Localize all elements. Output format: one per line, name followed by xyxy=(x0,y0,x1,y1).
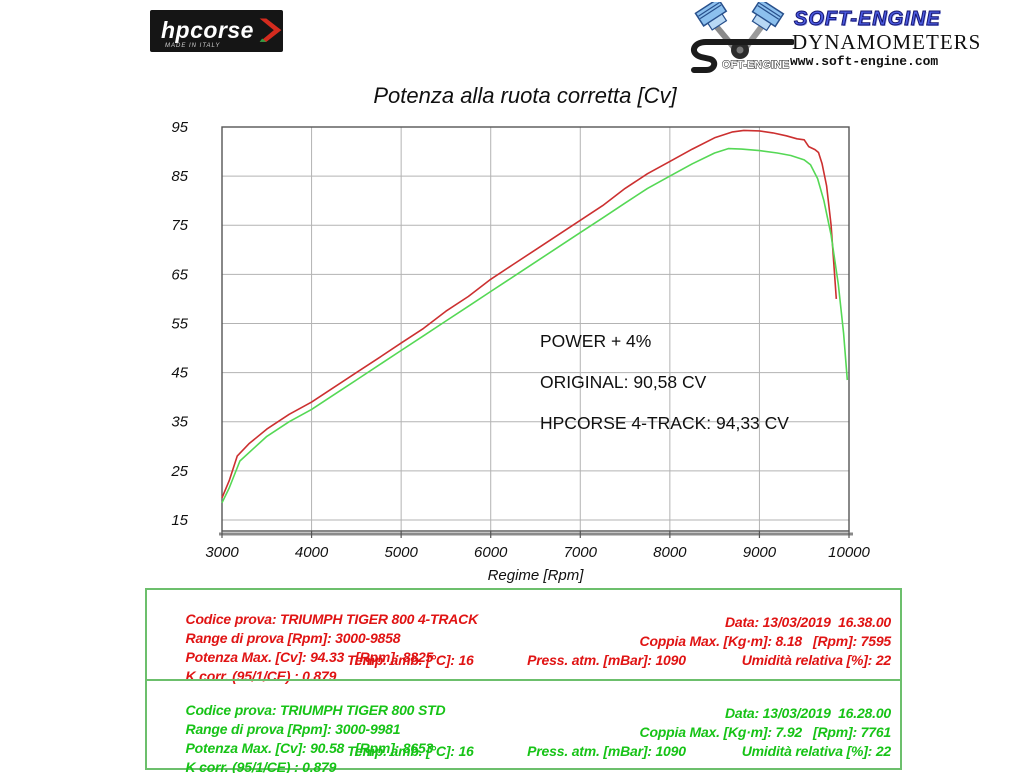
temp-amb-value: Temp. amb. [°C]: 16 xyxy=(347,743,474,759)
data-value: Data: 13/03/2019 16.38.00 xyxy=(724,614,891,630)
x-tick-label: 7000 xyxy=(564,544,598,561)
umidita-value: Umidità relativa [%]: 22 xyxy=(741,743,891,759)
hpcorse-arrow-icon xyxy=(259,18,282,42)
original-curve xyxy=(221,147,849,504)
chart-annotation: ORIGINAL: 90,58 CV xyxy=(540,372,707,392)
y-tick-label: 75 xyxy=(171,217,188,234)
pistons-icon: OFT-ENGINE xyxy=(691,2,794,73)
codice-prova-value: Codice prova: TRIUMPH TIGER 800 STD xyxy=(185,702,446,718)
table-hpcorse-test: Codice prova: TRIUMPH TIGER 800 4-TRACK … xyxy=(147,590,900,684)
hpcorse-logo: hpcorse MADE IN ITALY xyxy=(150,10,283,52)
umidita-value: Umidità relativa [%]: 22 xyxy=(741,652,891,668)
codice-prova-value: Codice prova: TRIUMPH TIGER 800 4-TRACK xyxy=(185,611,479,627)
plot-border xyxy=(221,126,850,532)
table-std-test: Codice prova: TRIUMPH TIGER 800 STD Rang… xyxy=(147,679,900,773)
coppia-max-value: Coppia Max. [Kg·m]: 7.92 [Rpm]: 7761 xyxy=(639,724,892,740)
data-value: Data: 13/03/2019 16.28.00 xyxy=(724,705,891,721)
kcorr-value: K corr. (95/1/CE) : 0.879 xyxy=(185,759,337,773)
softengine-url-text: www.soft-engine.com xyxy=(790,54,939,69)
x-axis-label: Regime [Rpm] xyxy=(488,567,585,584)
test-data-tables: Codice prova: TRIUMPH TIGER 800 4-TRACK … xyxy=(145,588,902,773)
press-atm-value: Press. atm. [mBar]: 1090 xyxy=(527,652,686,668)
softengine-brand-text: SOFT-ENGINE xyxy=(794,8,941,31)
temp-amb-value: Temp. amb. [°C]: 16 xyxy=(347,652,474,668)
left-piston xyxy=(694,2,728,31)
y-tick-label: 55 xyxy=(171,315,188,332)
right-piston xyxy=(751,2,785,32)
table-row: Potenza Max. [Cv]: 90.58 [Rpm]: 8653 Cop… xyxy=(156,724,892,756)
range-prova-value: Range di prova [Rpm]: 3000-9981 xyxy=(185,721,401,737)
hpcorse-madein-text: MADE IN ITALY xyxy=(165,43,221,49)
s-curve xyxy=(691,39,794,73)
hpcorse-wordmark: hpcorse MADE IN ITALY xyxy=(161,17,254,50)
hpcorse-curve xyxy=(221,129,838,499)
x-tick-label: 3000 xyxy=(205,544,239,561)
y-tick-label: 65 xyxy=(171,266,188,283)
potenza-max-value: Potenza Max. [Cv]: 94.33 [Rpm]: 8825 xyxy=(185,649,434,665)
x-tick-label: 8000 xyxy=(653,544,687,561)
table-row: K corr. (95/1/CE) : 0.879 Temp. amb. [°C… xyxy=(156,743,892,773)
chart-annotation: POWER + 4% xyxy=(540,331,651,351)
power-chart: 3000 4000 5000 6000 7000 8000 9000 10000 95 85 75 6… xyxy=(170,119,870,584)
softengine-subtitle-text: DYNAMOMETERS xyxy=(792,30,982,54)
softengine-logo: OFT-ENGINE SOFT-ENGINE DYNAMOMETERS www.… xyxy=(686,2,980,73)
hpcorse-logo-text: hpcorse xyxy=(161,17,254,43)
x-tick-label: 5000 xyxy=(384,544,418,561)
table-row: Codice prova: TRIUMPH TIGER 800 4-TRACK xyxy=(156,595,891,627)
y-tick-label: 45 xyxy=(171,365,188,382)
table-row: K corr. (95/1/CE) : 0.879 Temp. amb. [°C… xyxy=(156,652,892,684)
chart-title: Potenza alla ruota corretta [Cv] xyxy=(373,83,677,108)
table-row: Potenza Max. [Cv]: 94.33 [Rpm]: 8825 Cop… xyxy=(156,633,892,665)
y-tick-label: 25 xyxy=(170,463,188,480)
table-row: Range di prova [Rpm]: 3000-9981 Data: 13… xyxy=(156,705,892,737)
chart-annotation: HPCORSE 4-TRACK: 94,33 CV xyxy=(540,413,789,433)
y-tick-label: 95 xyxy=(171,119,188,136)
coppia-max-value: Coppia Max. [Kg·m]: 8.18 [Rpm]: 7595 xyxy=(639,633,892,649)
range-prova-value: Range di prova [Rpm]: 3000-9858 xyxy=(185,630,401,646)
y-tick-label: 85 xyxy=(171,168,188,185)
y-tick-label: 15 xyxy=(171,512,188,529)
press-atm-value: Press. atm. [mBar]: 1090 xyxy=(527,743,686,759)
potenza-max-value: Potenza Max. [Cv]: 90.58 [Rpm]: 8653 xyxy=(185,740,434,756)
x-tick-label: 9000 xyxy=(743,544,777,561)
x-tick-label: 10000 xyxy=(828,544,870,561)
y-tick-label: 35 xyxy=(171,414,188,431)
table-row: Codice prova: TRIUMPH TIGER 800 STD xyxy=(156,686,891,718)
x-tick-label: 6000 xyxy=(474,544,508,561)
softengine-icon-text: OFT-ENGINE xyxy=(722,59,789,71)
table-row: Range di prova [Rpm]: 3000-9858 Data: 13… xyxy=(156,614,892,646)
x-tick-label: 4000 xyxy=(295,544,329,561)
